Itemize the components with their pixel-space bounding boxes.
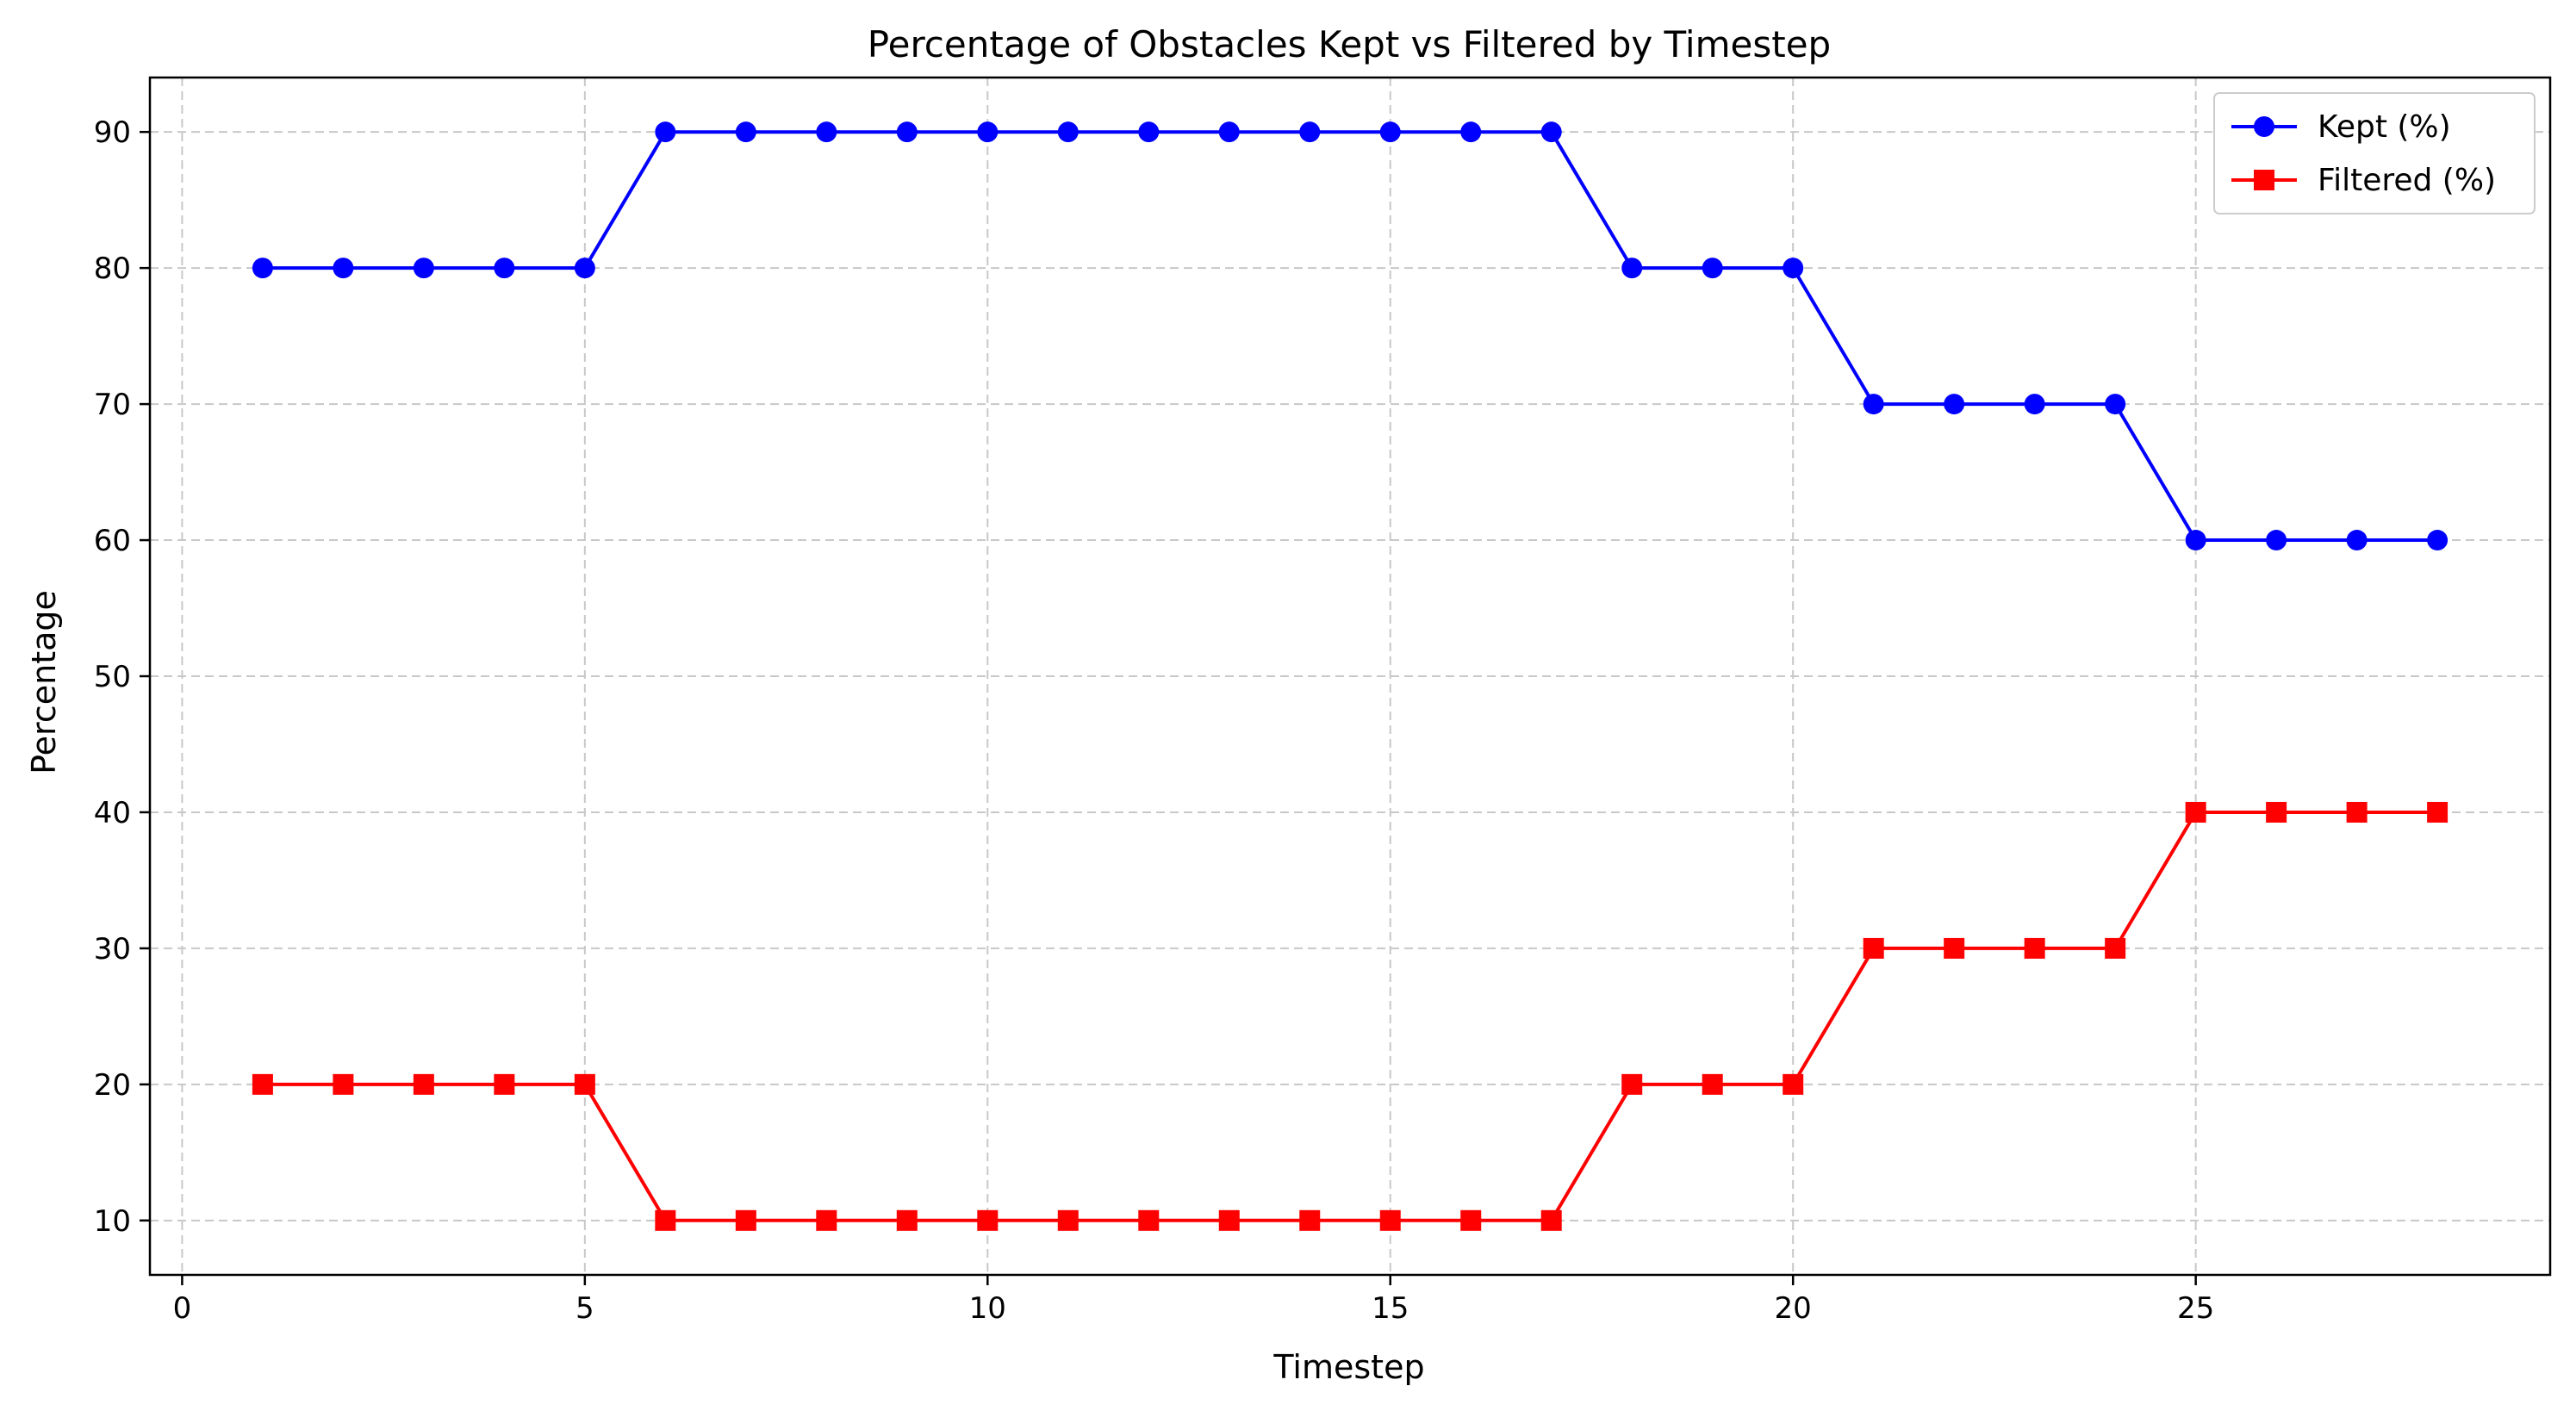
data-point-kept [413,258,434,279]
data-point-kept [2346,530,2368,551]
series-filtered [252,801,2448,1231]
data-point-filtered [2346,801,2368,823]
legend-label: Kept (%) [2318,109,2451,145]
data-point-filtered [1299,1209,1321,1231]
ticks: 0 5 10 15 20 25 10 20 30 40 50 60 70 80 90 [94,115,2215,1326]
data-point-kept [2185,530,2206,551]
y-tick-label: 50 [94,660,131,694]
data-point-filtered [1057,1209,1079,1231]
data-point-filtered [1944,937,1965,959]
data-point-filtered [1218,1209,1240,1231]
legend-swatch-marker [2254,116,2274,137]
y-tick-label: 10 [94,1204,131,1239]
data-point-kept [896,121,918,143]
data-point-filtered [2266,801,2287,823]
data-point-filtered [2105,937,2126,959]
data-point-filtered [252,1073,273,1095]
series-layer [252,121,2448,1231]
legend-swatch-marker [2254,170,2274,190]
data-point-filtered [1460,1209,1482,1231]
data-point-filtered [413,1073,434,1095]
data-point-filtered [1540,1209,1562,1231]
data-point-filtered [574,1073,595,1095]
data-point-kept [1944,394,1965,415]
data-point-filtered [896,1209,918,1231]
y-tick-label: 40 [94,796,131,830]
y-tick-label: 70 [94,388,131,422]
x-tick-label: 20 [1775,1291,1812,1326]
data-point-filtered [1702,1073,1723,1095]
x-tick-label: 15 [1372,1291,1409,1326]
data-point-kept [1621,258,1643,279]
data-point-kept [1057,121,1079,143]
data-point-kept [1460,121,1482,143]
data-point-kept [1379,121,1401,143]
data-point-filtered [1621,1073,1643,1095]
data-point-filtered [816,1209,837,1231]
data-point-kept [333,258,354,279]
legend: Kept (%) Filtered (%) [2213,92,2536,214]
x-axis-label: Timestep [1272,1348,1424,1386]
x-tick-label: 25 [2177,1291,2214,1326]
data-point-filtered [735,1209,756,1231]
data-point-kept [252,258,273,279]
y-tick-label: 60 [94,524,131,558]
series-kept [252,121,2448,551]
data-point-kept [1299,121,1321,143]
data-point-filtered [494,1073,515,1095]
data-point-filtered [655,1209,676,1231]
data-point-kept [1138,121,1160,143]
data-point-filtered [1863,937,1884,959]
series-line-kept [262,130,2438,542]
data-point-filtered [1783,1073,1804,1095]
data-point-kept [1540,121,1562,143]
series-line-filtered [262,811,2438,1222]
x-tick-label: 10 [969,1291,1006,1326]
data-point-kept [2266,530,2287,551]
data-point-filtered [2185,801,2206,823]
data-point-kept [494,258,515,279]
data-point-kept [816,121,837,143]
legend-box [2213,92,2536,214]
data-point-kept [1702,258,1723,279]
data-point-filtered [1138,1209,1160,1231]
legend-label: Filtered (%) [2318,163,2496,198]
data-point-filtered [2427,801,2448,823]
x-tick-label: 0 [173,1291,192,1326]
data-point-kept [1218,121,1240,143]
data-point-kept [655,121,676,143]
data-point-kept [1863,394,1884,415]
grid [150,78,2550,1275]
data-point-filtered [977,1209,999,1231]
data-point-kept [1783,258,1804,279]
data-point-filtered [1379,1209,1401,1231]
data-point-filtered [333,1073,354,1095]
y-tick-label: 20 [94,1068,131,1103]
y-tick-label: 80 [94,252,131,286]
data-point-kept [2427,530,2448,551]
x-tick-label: 5 [576,1291,594,1326]
data-point-kept [2105,394,2126,415]
y-axis-label: Percentage [25,590,63,774]
data-point-kept [735,121,756,143]
y-tick-label: 30 [94,932,131,967]
data-point-kept [977,121,999,143]
data-point-kept [2024,394,2045,415]
data-point-filtered [2024,937,2045,959]
y-tick-label: 90 [94,115,131,150]
chart-title: Percentage of Obstacles Kept vs Filtered… [868,23,1831,65]
data-point-kept [574,258,595,279]
